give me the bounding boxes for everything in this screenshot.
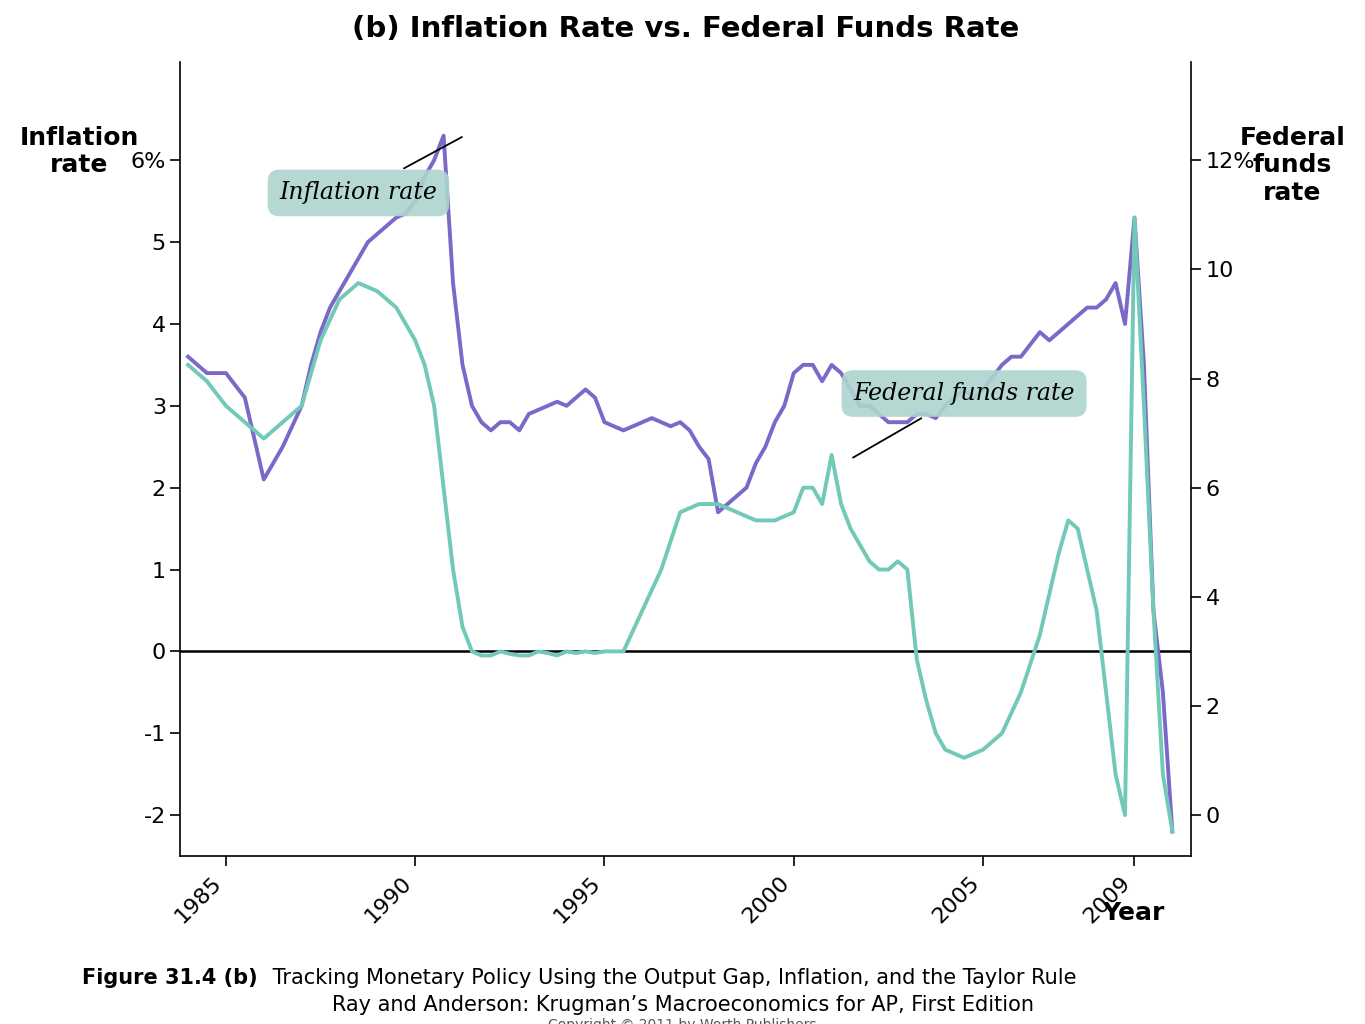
Text: Inflation rate: Inflation rate xyxy=(280,137,461,205)
Text: Year: Year xyxy=(1102,901,1164,925)
Text: Inflation
rate: Inflation rate xyxy=(19,126,139,177)
Title: (b) Inflation Rate vs. Federal Funds Rate: (b) Inflation Rate vs. Federal Funds Rat… xyxy=(352,15,1020,43)
Text: Figure 31.4 (b): Figure 31.4 (b) xyxy=(82,968,258,988)
Text: Federal
funds
rate: Federal funds rate xyxy=(1239,126,1346,205)
Text: Ray and Anderson: Krugman’s Macroeconomics for AP, First Edition: Ray and Anderson: Krugman’s Macroeconomi… xyxy=(332,995,1033,1016)
Text: Copyright © 2011 by Worth Publishers: Copyright © 2011 by Worth Publishers xyxy=(549,1018,816,1024)
Text: Federal funds rate: Federal funds rate xyxy=(853,382,1074,458)
Text: Tracking Monetary Policy Using the Output Gap, Inflation, and the Taylor Rule: Tracking Monetary Policy Using the Outpu… xyxy=(266,968,1077,988)
